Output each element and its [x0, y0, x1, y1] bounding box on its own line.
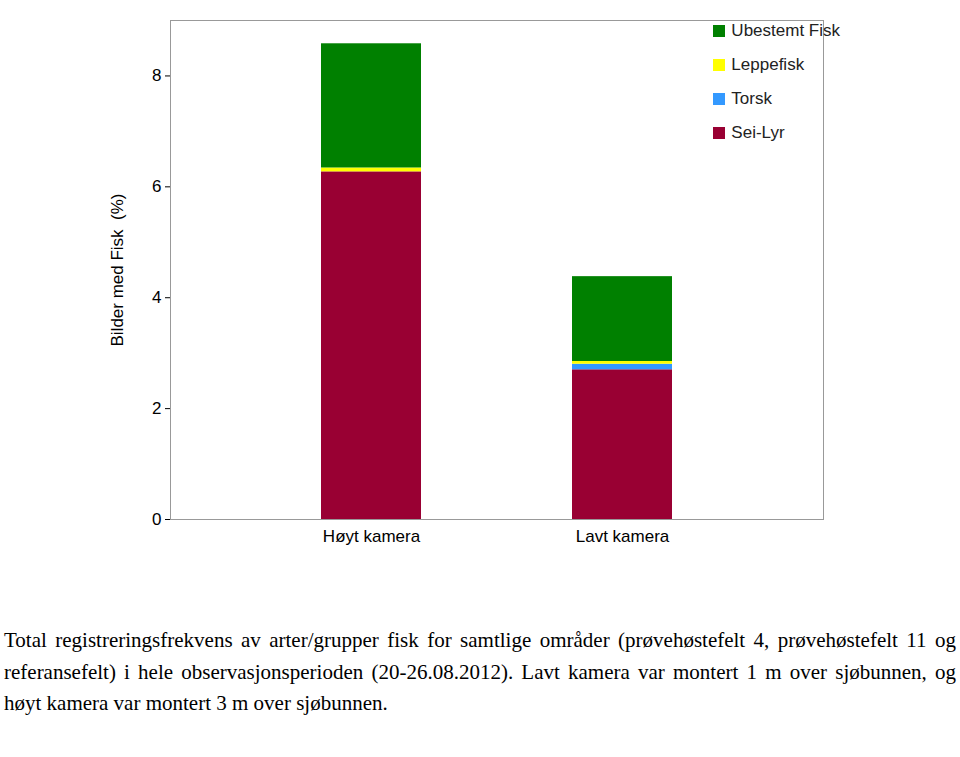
svg-text:6: 6	[152, 177, 161, 196]
svg-text:0: 0	[152, 510, 161, 529]
html-text:Torsk: Torsk	[731, 89, 772, 108]
svg-text:Bilder med Fisk (%): Bilder med Fisk (%)	[108, 193, 127, 346]
html-text:Total registreringsfrekvens av: Total registreringsfrekvens av arter/gru…	[4, 628, 956, 715]
svg-text:4: 4	[152, 288, 161, 307]
html-text:Leppefisk: Leppefisk	[731, 55, 805, 74]
html-text:Sei-Lyr: Sei-Lyr	[731, 123, 785, 142]
svg-text:Høyt kamera: Høyt kamera	[323, 527, 421, 546]
html-text:Ubestemt Fisk: Ubestemt Fisk	[731, 21, 840, 40]
svg-text:8: 8	[152, 66, 161, 85]
svg-text:Lavt kamera: Lavt kamera	[576, 527, 670, 546]
svg-text:2: 2	[152, 399, 161, 418]
